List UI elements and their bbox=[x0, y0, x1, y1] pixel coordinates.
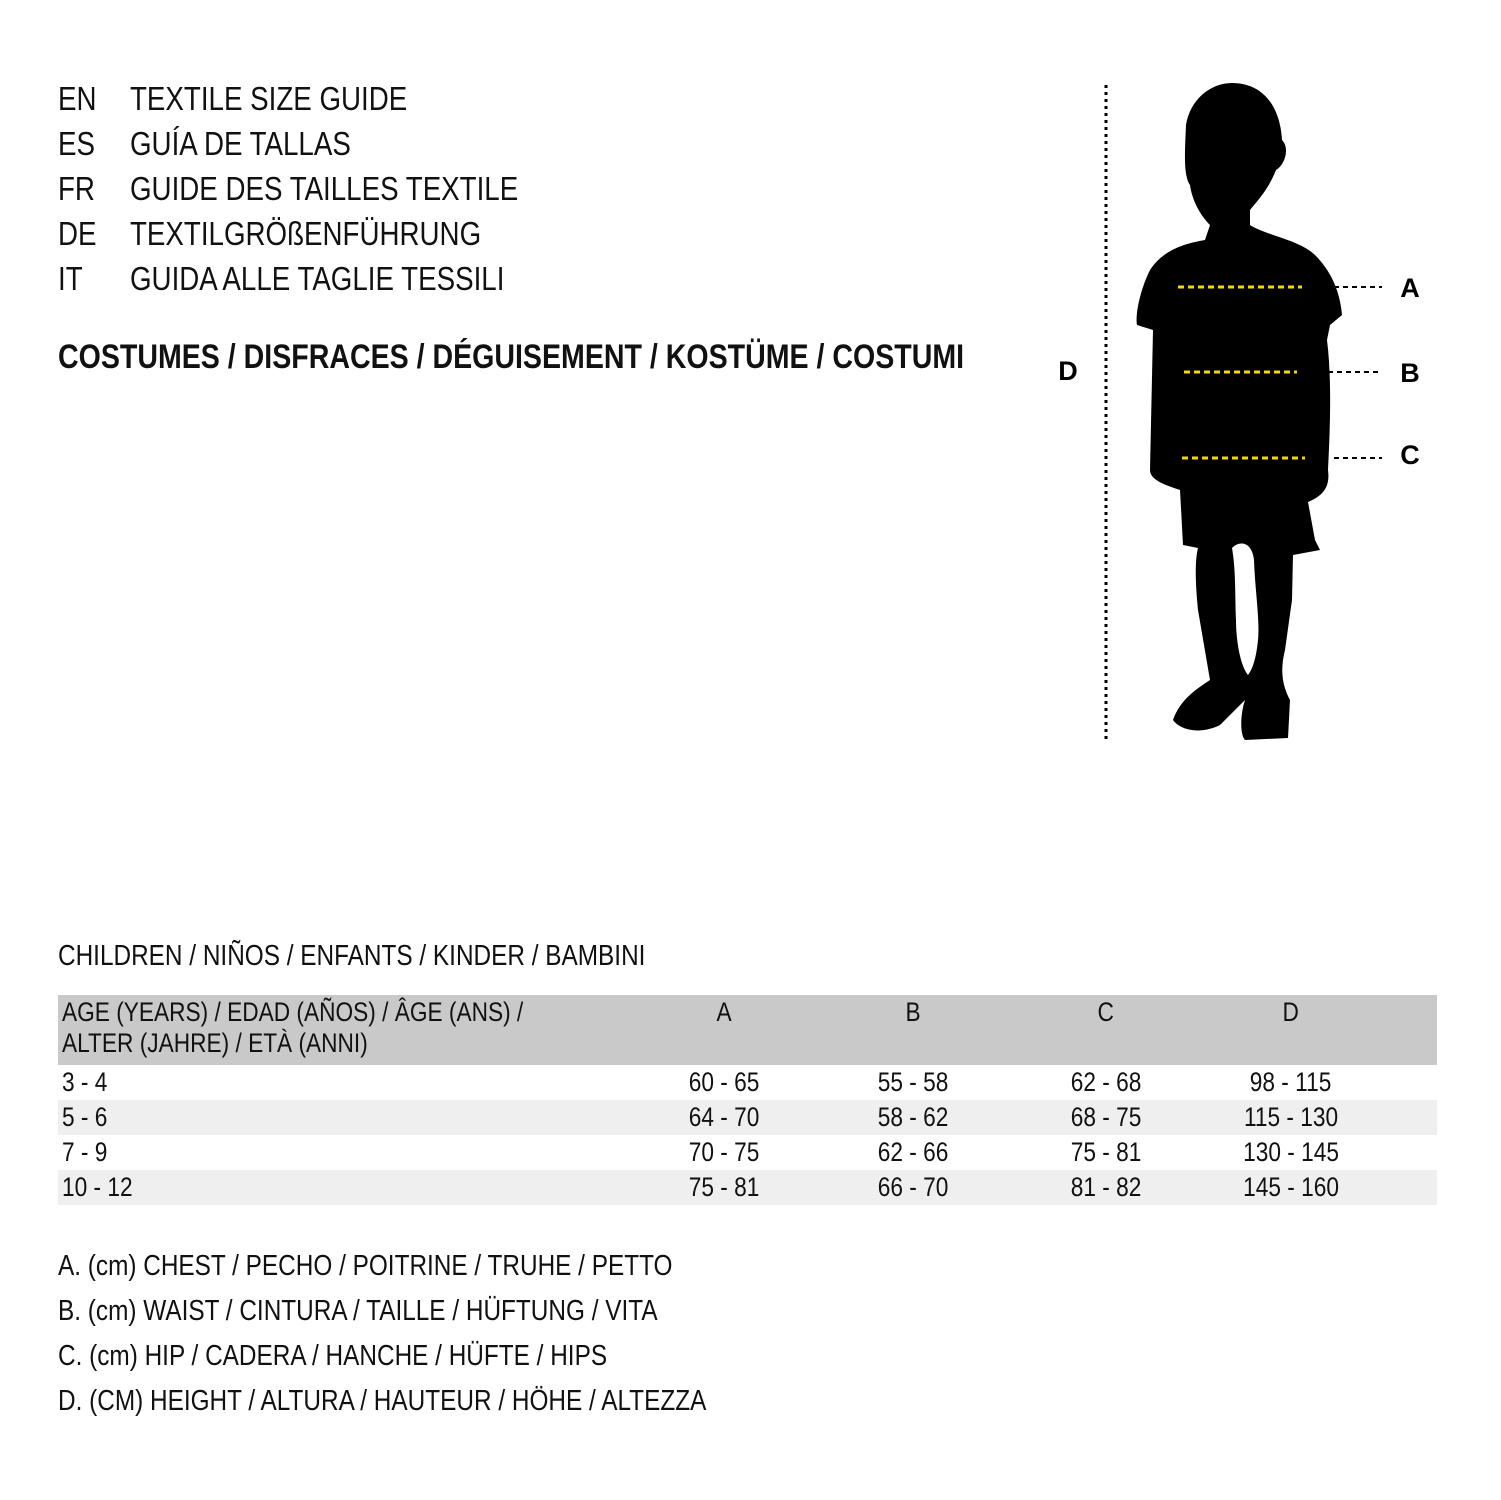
header-d: D bbox=[1282, 997, 1300, 1027]
category-text: COSTUMES / DISFRACES / DÉGUISEMENT / KOS… bbox=[58, 338, 965, 376]
language-code: EN bbox=[58, 80, 97, 117]
child-silhouette-icon bbox=[1136, 83, 1342, 740]
label-d: D bbox=[1058, 356, 1078, 386]
language-code: DE bbox=[58, 215, 97, 252]
header-age: AGE (YEARS) / EDAD (AÑOS) / ÂGE (ANS) / … bbox=[62, 997, 611, 1059]
height-cell: 98 - 115 bbox=[1250, 1067, 1332, 1097]
chest-cell: 60 - 65 bbox=[688, 1067, 760, 1097]
waist-cell: 58 - 62 bbox=[877, 1102, 949, 1132]
hip-cell: 81 - 82 bbox=[1070, 1172, 1142, 1202]
label-a: A bbox=[1400, 273, 1420, 303]
header-c: C bbox=[1097, 997, 1115, 1027]
section-title-text: CHILDREN / NIÑOS / ENFANTS / KINDER / BA… bbox=[58, 940, 646, 972]
age-cell: 10 - 12 bbox=[62, 1172, 133, 1202]
waist-cell: 66 - 70 bbox=[877, 1172, 949, 1202]
waist-cell: 62 - 66 bbox=[877, 1137, 949, 1167]
title-text: GUIDE DES TAILLES TEXTILE bbox=[130, 170, 519, 207]
label-c: C bbox=[1400, 440, 1420, 470]
language-code: FR bbox=[58, 170, 95, 207]
section-title: CHILDREN / NIÑOS / ENFANTS / KINDER / BA… bbox=[58, 940, 757, 973]
hip-cell: 75 - 81 bbox=[1070, 1137, 1142, 1167]
table-header: AGE (YEARS) / EDAD (AÑOS) / ÂGE (ANS) / … bbox=[58, 995, 1437, 1065]
measurement-lines-yellow bbox=[1178, 285, 1305, 460]
age-cell: 3 - 4 bbox=[62, 1067, 108, 1097]
title-text: GUIDA ALLE TAGLIE TESSILI bbox=[130, 260, 505, 297]
language-code: IT bbox=[58, 260, 83, 297]
hip-cell: 62 - 68 bbox=[1070, 1067, 1142, 1097]
table-row: 5 - 6 64 - 70 58 - 62 68 - 75 115 - 130 bbox=[58, 1100, 1437, 1135]
category-heading: COSTUMES / DISFRACES / DÉGUISEMENT / KOS… bbox=[58, 338, 1137, 377]
title-text: TEXTILE SIZE GUIDE bbox=[130, 80, 408, 117]
table-row: 3 - 4 60 - 65 55 - 58 62 - 68 98 - 115 bbox=[58, 1065, 1437, 1100]
chest-cell: 75 - 81 bbox=[688, 1172, 760, 1202]
title-text: TEXTILGRÖßENFÜHRUNG bbox=[130, 215, 482, 252]
height-cell: 115 - 130 bbox=[1243, 1102, 1339, 1132]
legend-item-hip: C. (cm) HIP / CADERA / HANCHE / HÜFTE / … bbox=[58, 1340, 608, 1372]
table-row: 7 - 9 70 - 75 62 - 66 75 - 81 130 - 145 bbox=[58, 1135, 1437, 1170]
header-age-line1: AGE (YEARS) / EDAD (AÑOS) / ÂGE (ANS) / bbox=[62, 997, 524, 1027]
header-age-line2: ALTER (JAHRE) / ETÀ (ANNI) bbox=[62, 1028, 368, 1058]
age-cell: 7 - 9 bbox=[62, 1137, 108, 1167]
legend-item-chest: A. (cm) CHEST / PECHO / POITRINE / TRUHE… bbox=[58, 1250, 673, 1282]
size-table: AGE (YEARS) / EDAD (AÑOS) / ÂGE (ANS) / … bbox=[58, 995, 1437, 1205]
header-a: A bbox=[716, 997, 732, 1027]
height-cell: 145 - 160 bbox=[1243, 1172, 1339, 1202]
title-text: GUÍA DE TALLAS bbox=[130, 125, 351, 162]
legend-item-height: D. (CM) HEIGHT / ALTURA / HAUTEUR / HÖHE… bbox=[58, 1385, 707, 1417]
label-b: B bbox=[1400, 358, 1420, 388]
table-row: 10 - 12 75 - 81 66 - 70 81 - 82 145 - 16… bbox=[58, 1170, 1437, 1205]
chest-cell: 70 - 75 bbox=[688, 1137, 760, 1167]
waist-cell: 55 - 58 bbox=[877, 1067, 949, 1097]
measurement-leaders bbox=[1328, 286, 1382, 459]
hip-cell: 68 - 75 bbox=[1070, 1102, 1142, 1132]
header-b: B bbox=[905, 997, 921, 1027]
height-cell: 130 - 145 bbox=[1243, 1137, 1339, 1167]
measurement-figure: D A B C bbox=[1058, 83, 1420, 742]
legend-item-waist: B. (cm) WAIST / CINTURA / TAILLE / HÜFTU… bbox=[58, 1295, 658, 1327]
age-cell: 5 - 6 bbox=[62, 1102, 108, 1132]
language-code: ES bbox=[58, 125, 95, 162]
chest-cell: 64 - 70 bbox=[688, 1102, 760, 1132]
